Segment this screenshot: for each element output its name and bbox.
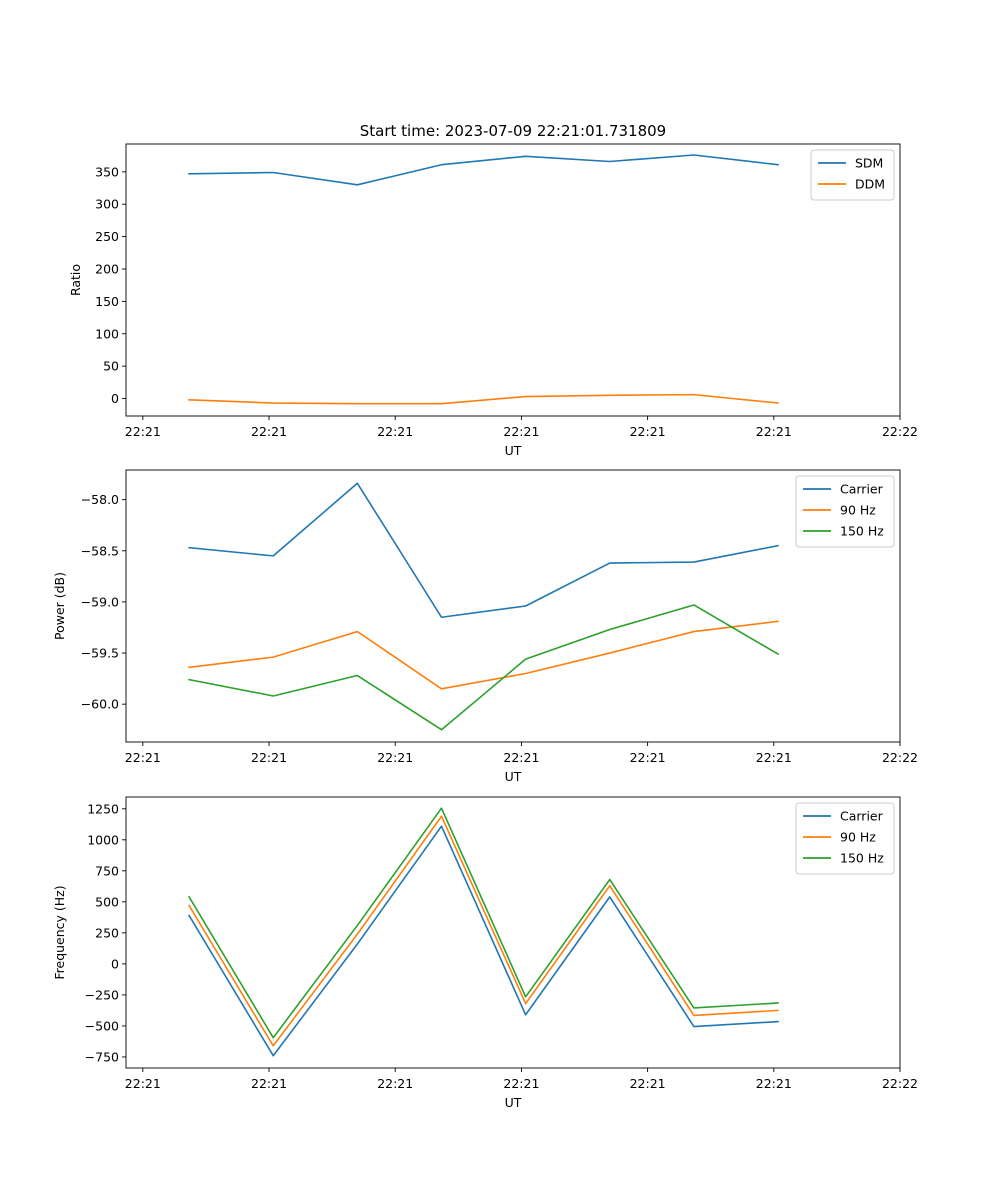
legend-label: 150 Hz: [840, 851, 884, 866]
charts-container: 22:21 22:21 22:21 22:21 22:21 22:21 22:22 0 50 10…: [52, 143, 918, 1110]
y-tick-label: −60.0: [81, 697, 119, 712]
x-tick-label: 22:22: [882, 424, 918, 439]
legend: Carrier 90 Hz 150 Hz: [795, 802, 895, 875]
x-tick-label: 22:21: [125, 424, 161, 439]
y-tick-label: 0: [111, 956, 119, 971]
series-line-carrier: [188, 482, 779, 619]
legend: SDM DDM: [810, 149, 895, 201]
y-axis-label: Frequency (Hz): [52, 885, 67, 979]
plot-area: [126, 797, 900, 1068]
y-tick-label: −58.5: [81, 543, 119, 558]
series-line-ddm: [188, 393, 779, 405]
x-tick-label: 22:21: [251, 424, 287, 439]
y-axis-label: Power (dB): [52, 572, 67, 640]
series-line-90-hz: [188, 815, 779, 1047]
y-tick-label: 250: [95, 925, 119, 940]
y-tick-label: 150: [95, 294, 119, 309]
y-tick-label: 1250: [87, 801, 119, 816]
x-tick-label: 22:21: [377, 424, 413, 439]
axes-frame: [125, 143, 901, 417]
y-tick-label: 100: [95, 326, 119, 341]
legend-label: SDM: [855, 156, 883, 171]
x-axis-label: UT: [505, 443, 522, 458]
y-tick-label: −59.0: [81, 594, 119, 609]
y-tick-label: −250: [85, 987, 119, 1002]
legend-box: [795, 802, 895, 875]
x-tick-label: 22:21: [756, 424, 792, 439]
x-tick-label: 22:21: [125, 750, 161, 765]
plot-area: [126, 144, 900, 416]
x-tick-label: 22:21: [756, 750, 792, 765]
legend-label: Carrier: [840, 482, 884, 497]
x-tick-label: 22:21: [756, 1076, 792, 1091]
figure-title: Start time: 2023-07-09 22:21:01.731809: [360, 122, 666, 140]
legend-label: Carrier: [840, 809, 884, 824]
y-axis-label: Ratio: [68, 264, 83, 296]
legend-label: 90 Hz: [840, 503, 876, 518]
series-line-carrier: [188, 825, 779, 1057]
x-axis-label: UT: [505, 769, 522, 784]
legend-label: 150 Hz: [840, 524, 884, 539]
y-tick-label: −59.5: [81, 646, 119, 661]
x-tick-label: 22:21: [125, 1076, 161, 1091]
y-tick-label: 350: [95, 164, 119, 179]
y-tick-label: 1000: [87, 832, 119, 847]
x-tick-label: 22:21: [251, 1076, 287, 1091]
y-tick-label: 50: [103, 359, 119, 374]
x-tick-label: 22:21: [503, 750, 539, 765]
y-tick-label: 300: [95, 197, 119, 212]
x-tick-label: 22:21: [630, 750, 666, 765]
x-tick-label: 22:21: [630, 424, 666, 439]
x-tick-label: 22:21: [503, 424, 539, 439]
x-tick-label: 22:21: [503, 1076, 539, 1091]
y-tick-label: −500: [85, 1018, 119, 1033]
legend: Carrier 90 Hz 150 Hz: [795, 475, 895, 548]
x-tick-label: 22:21: [377, 750, 413, 765]
axes-frame: [125, 469, 901, 743]
series-line-150-hz: [188, 807, 779, 1039]
y-tick-label: 200: [95, 261, 119, 276]
plot-area: [126, 470, 900, 742]
y-tick-label: −58.0: [81, 492, 119, 507]
y-tick-label: 250: [95, 229, 119, 244]
chart-panel-2: 22:21 22:21 22:21 22:21 22:21 22:21 22:22 −60.0…: [52, 469, 918, 784]
legend-label: DDM: [855, 177, 885, 192]
y-tick-label: 500: [95, 894, 119, 909]
series-line-sdm: [188, 154, 779, 186]
legend-box: [795, 475, 895, 548]
x-tick-label: 22:21: [251, 750, 287, 765]
x-tick-label: 22:21: [630, 1076, 666, 1091]
x-tick-label: 22:22: [882, 1076, 918, 1091]
chart-panel-1: 22:21 22:21 22:21 22:21 22:21 22:21 22:22 0 50 10…: [68, 143, 918, 458]
legend-label: 90 Hz: [840, 830, 876, 845]
series-line-90-hz: [188, 620, 779, 690]
chart-panel-3: 22:21 22:21 22:21 22:21 22:21 22:21 22:22 −750 −…: [52, 796, 918, 1110]
y-tick-label: 750: [95, 863, 119, 878]
y-tick-label: −750: [85, 1049, 119, 1064]
x-tick-label: 22:21: [377, 1076, 413, 1091]
x-axis-label: UT: [505, 1095, 522, 1110]
x-tick-label: 22:22: [882, 750, 918, 765]
y-tick-label: 0: [111, 391, 119, 406]
series-line-150-hz: [188, 604, 780, 731]
